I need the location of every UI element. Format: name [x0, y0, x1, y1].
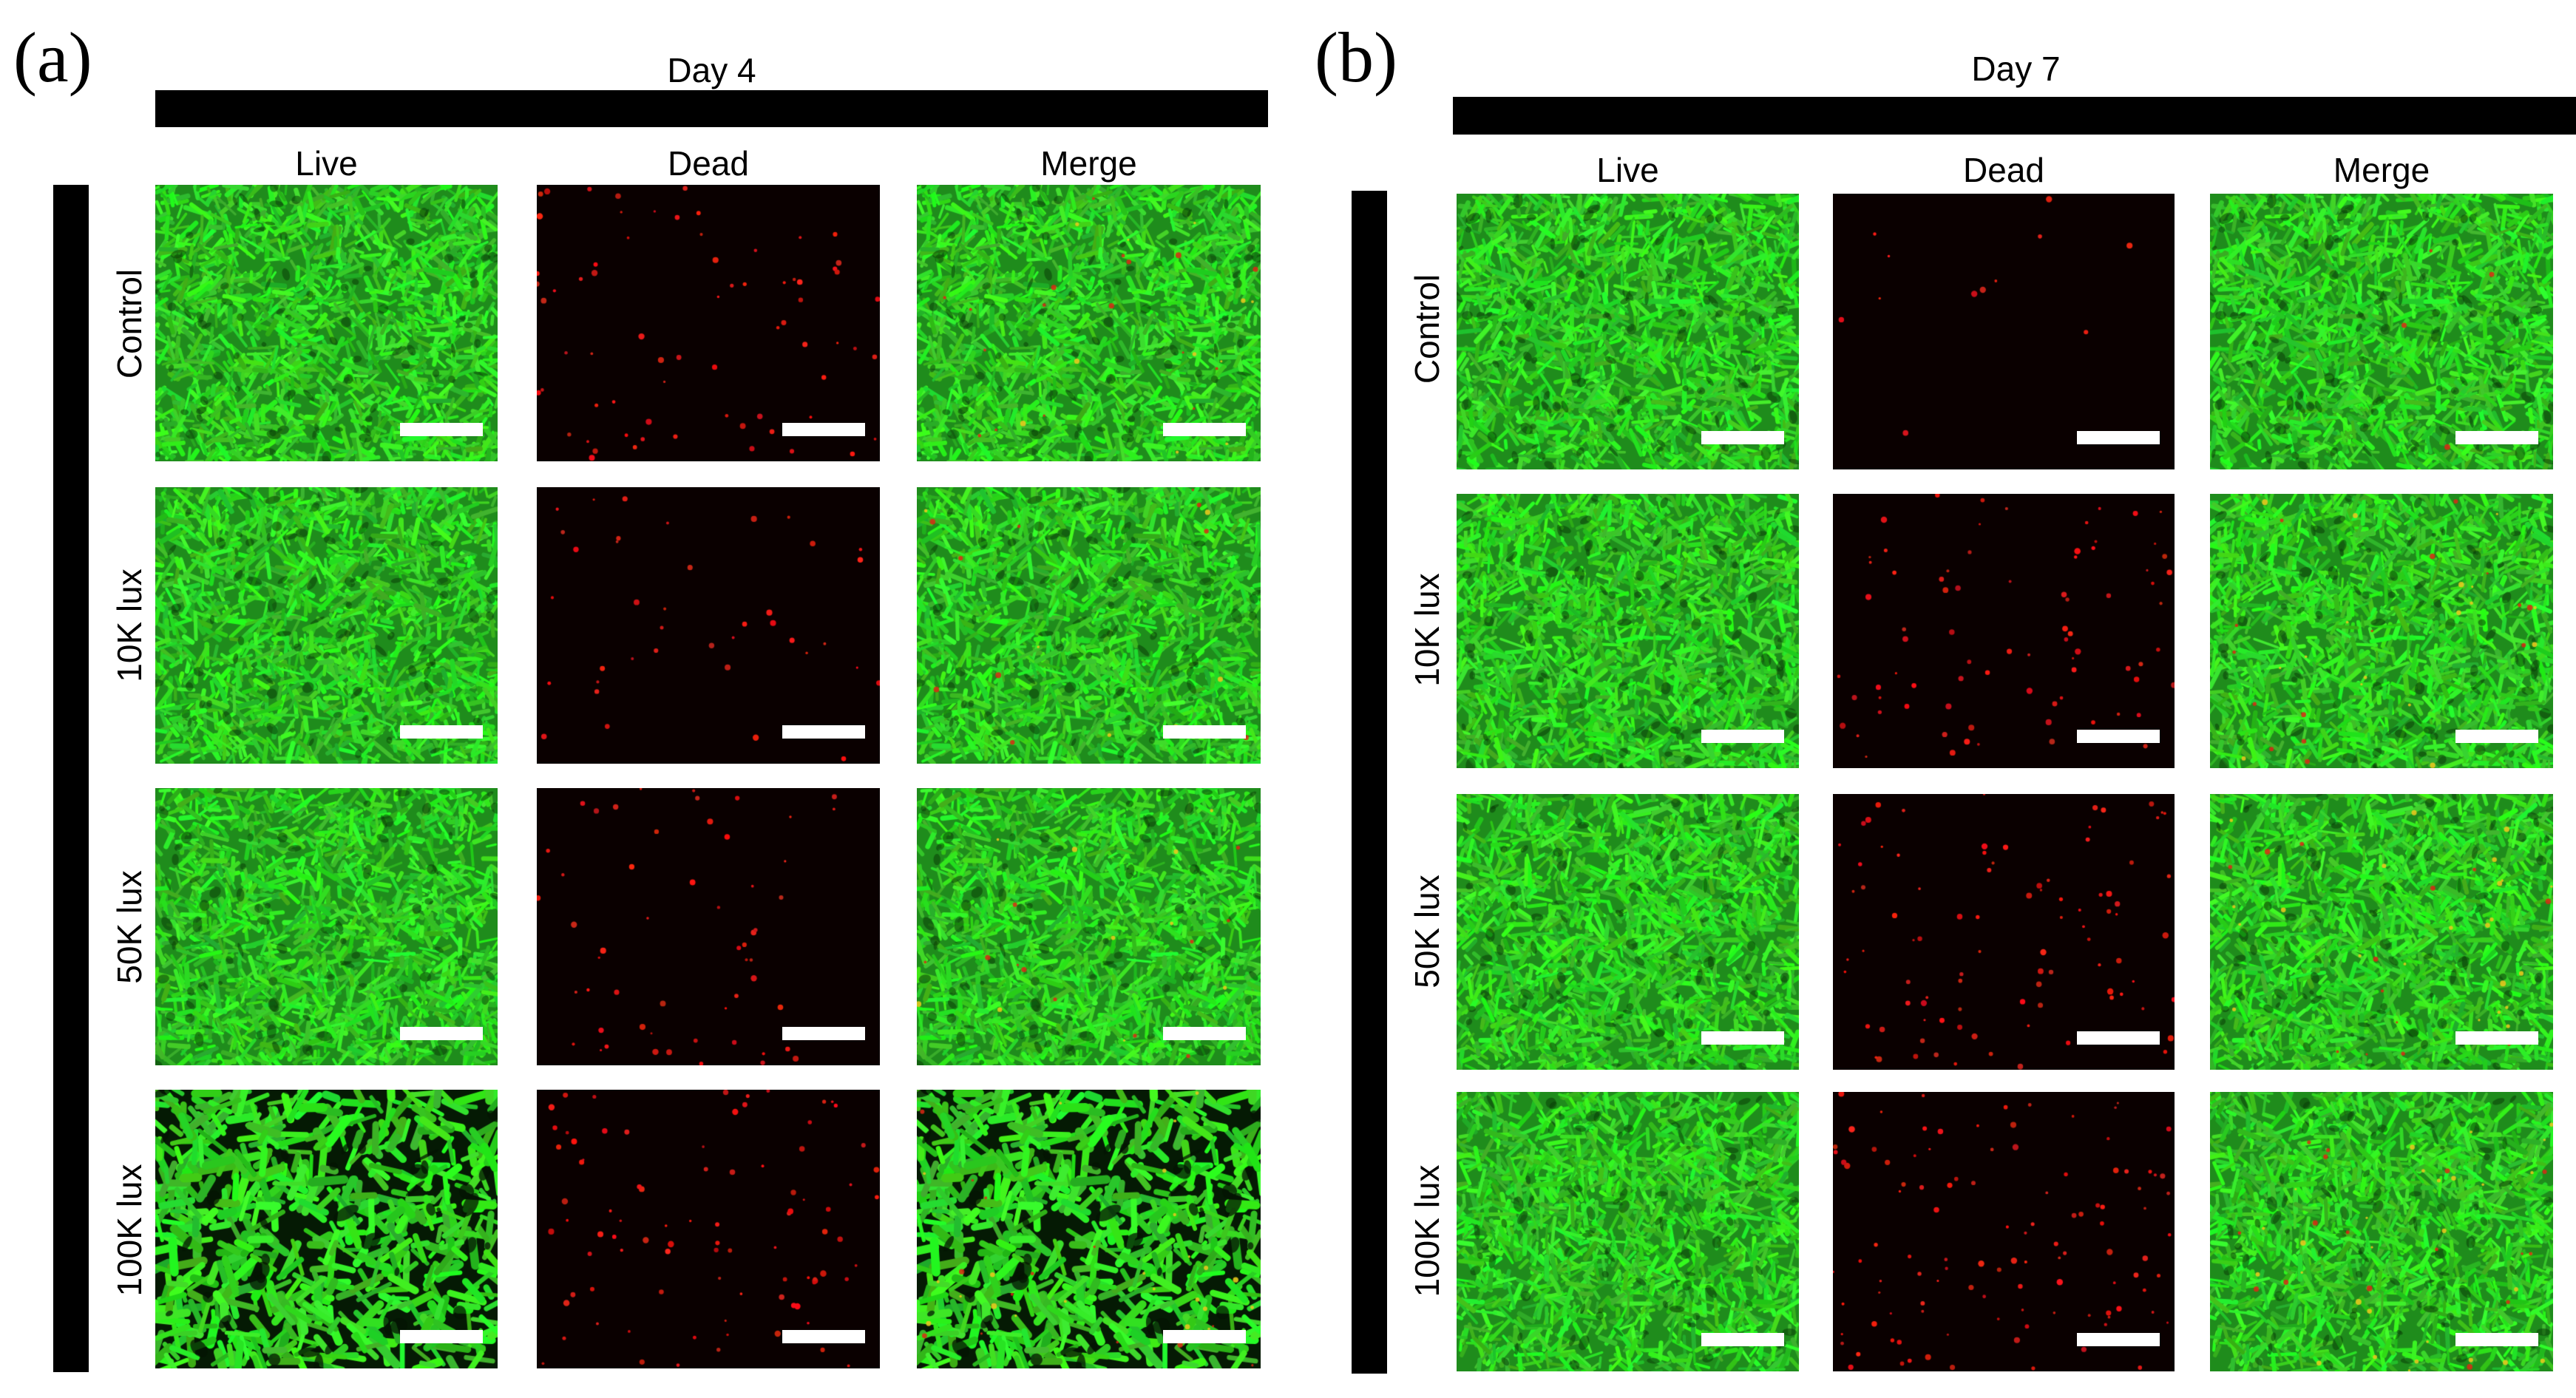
micrograph-image [537, 788, 880, 1065]
micrograph-image [2210, 1092, 2553, 1371]
micrograph-live-10k-lux [155, 487, 498, 764]
day-bar [155, 90, 1268, 127]
micrograph-image [155, 185, 498, 461]
scale-bar [782, 1330, 865, 1343]
row-label-100k-lux: 100K lux [110, 1164, 149, 1297]
scale-bar [1163, 725, 1246, 739]
micrograph-dead-control [1833, 194, 2175, 469]
micrograph-image [1833, 194, 2175, 469]
day-title: Day 4 [667, 51, 756, 89]
scale-bar [1701, 730, 1784, 743]
micrograph-image [1833, 1092, 2175, 1371]
column-header-dead: Dead [668, 144, 749, 183]
micrograph-live-control [155, 185, 498, 461]
micrograph-live-50k-lux [1457, 794, 1799, 1070]
micrograph-image [2210, 794, 2553, 1070]
micrograph-merge-100k-lux [917, 1090, 1261, 1368]
column-header-merge: Merge [2333, 151, 2430, 189]
scale-bar [1701, 431, 1784, 444]
row-label-100k-lux: 100K lux [1408, 1164, 1446, 1297]
micrograph-image [537, 487, 880, 764]
micrograph-image [2210, 194, 2553, 469]
micrograph-image [917, 788, 1261, 1065]
micrograph-dead-100k-lux [1833, 1092, 2175, 1371]
scale-bar [2077, 1333, 2160, 1346]
scale-bar [782, 725, 865, 739]
scale-bar [400, 1027, 483, 1040]
micrograph-image [537, 1090, 880, 1368]
micrograph-live-10k-lux [1457, 494, 1799, 768]
micrograph-image [1457, 494, 1799, 768]
micrograph-dead-50k-lux [1833, 794, 2175, 1070]
scale-bar [1701, 1333, 1784, 1346]
column-header-live: Live [1596, 151, 1659, 189]
column-header-dead: Dead [1963, 151, 2044, 189]
micrograph-dead-10k-lux [537, 487, 880, 764]
micrograph-merge-10k-lux [917, 487, 1261, 764]
micrograph-merge-control [2210, 194, 2553, 469]
scale-bar [400, 1330, 483, 1343]
micrograph-image [1833, 494, 2175, 768]
micrograph-image [155, 788, 498, 1065]
micrograph-image [1457, 1092, 1799, 1371]
micrograph-live-100k-lux [155, 1090, 498, 1368]
scale-bar [2077, 1031, 2160, 1045]
scale-bar [1163, 1330, 1246, 1343]
micrograph-dead-100k-lux [537, 1090, 880, 1368]
panel-a: (a) Day 4 Live Dead Merge Control 10K lu… [0, 0, 1287, 1398]
panel-b: (b) Day 7 Live Dead Merge Control 10K lu… [1287, 0, 2576, 1398]
micrograph-live-control [1457, 194, 1799, 469]
day-title: Day 7 [1971, 50, 2061, 88]
micrograph-image [155, 1090, 498, 1368]
scale-bar [400, 423, 483, 436]
column-header-merge: Merge [1040, 144, 1137, 183]
scale-bar [400, 725, 483, 739]
condition-bar [53, 185, 89, 1372]
micrograph-image [2210, 494, 2553, 768]
scale-bar [1163, 1027, 1246, 1040]
scale-bar [1163, 423, 1246, 436]
row-label-10k-lux: 10K lux [110, 569, 149, 682]
micrograph-image [917, 1090, 1261, 1368]
row-label-50k-lux: 50K lux [110, 870, 149, 984]
scale-bar [2077, 431, 2160, 444]
condition-bar [1352, 191, 1387, 1374]
column-header-live: Live [295, 144, 358, 183]
micrograph-image [155, 487, 498, 764]
scale-bar [2455, 730, 2538, 743]
micrograph-image [1833, 794, 2175, 1070]
micrograph-merge-control [917, 185, 1261, 461]
micrograph-merge-10k-lux [2210, 494, 2553, 768]
micrograph-merge-100k-lux [2210, 1092, 2553, 1371]
micrograph-merge-50k-lux [917, 788, 1261, 1065]
scale-bar [782, 423, 865, 436]
row-label-10k-lux: 10K lux [1408, 573, 1446, 687]
panel-label: (b) [1315, 18, 1397, 97]
micrograph-live-50k-lux [155, 788, 498, 1065]
micrograph-dead-control [537, 185, 880, 461]
scale-bar [2077, 730, 2160, 743]
scale-bar [2455, 1333, 2538, 1346]
micrograph-dead-10k-lux [1833, 494, 2175, 768]
micrograph-merge-50k-lux [2210, 794, 2553, 1070]
scale-bar [1701, 1031, 1784, 1045]
panel-label: (a) [13, 18, 92, 97]
micrograph-image [917, 487, 1261, 764]
scale-bar [2455, 431, 2538, 444]
row-label-control: Control [1408, 274, 1446, 384]
scale-bar [782, 1027, 865, 1040]
micrograph-image [1457, 794, 1799, 1070]
scale-bar [2455, 1031, 2538, 1045]
row-label-control: Control [110, 268, 149, 379]
micrograph-image [537, 185, 880, 461]
micrograph-image [1457, 194, 1799, 469]
micrograph-dead-50k-lux [537, 788, 880, 1065]
row-label-50k-lux: 50K lux [1408, 875, 1446, 988]
day-bar [1453, 97, 2576, 135]
micrograph-image [917, 185, 1261, 461]
micrograph-live-100k-lux [1457, 1092, 1799, 1371]
